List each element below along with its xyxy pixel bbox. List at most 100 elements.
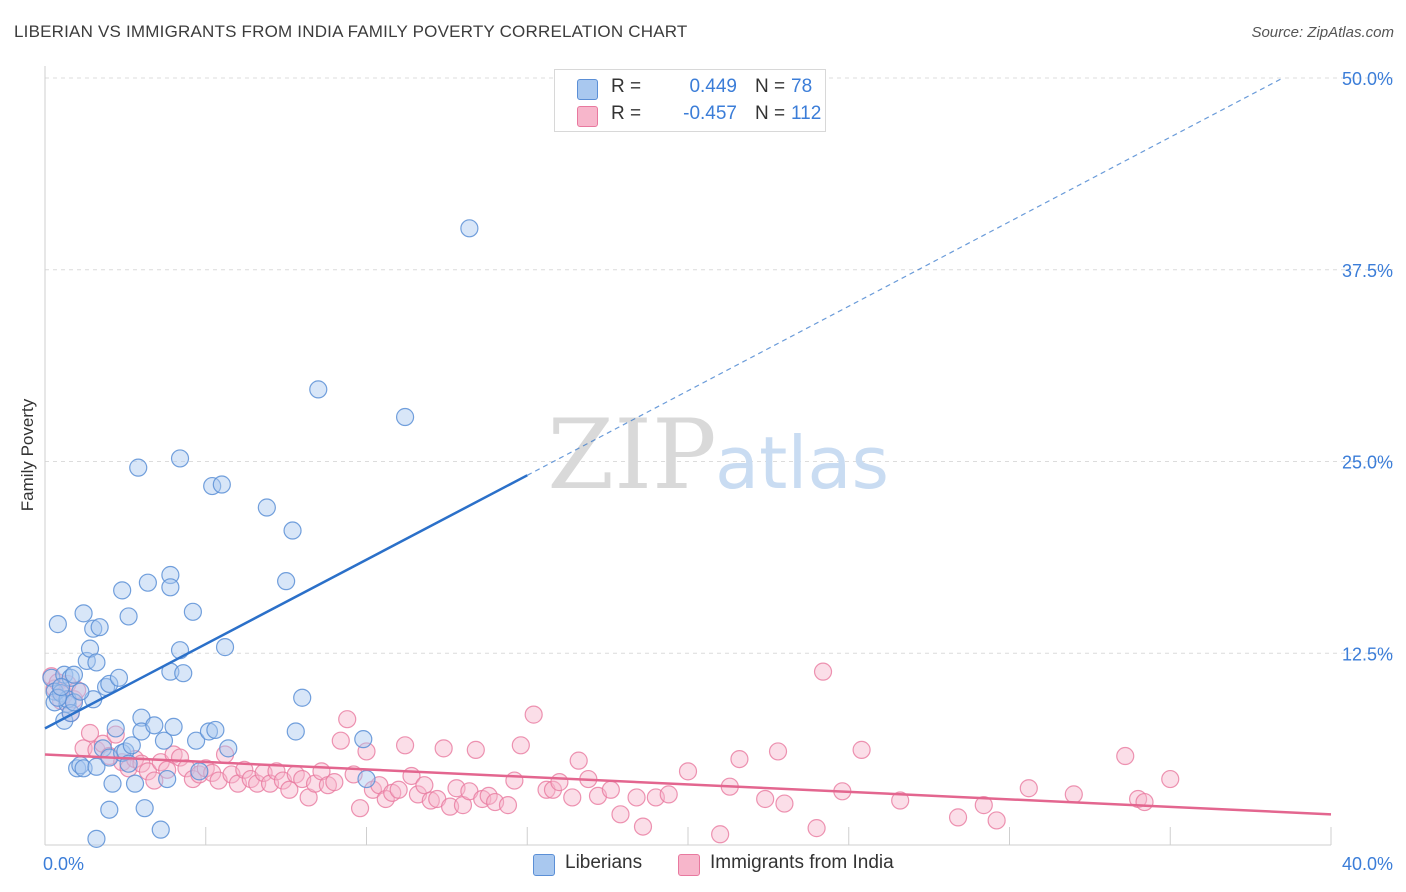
india-point bbox=[1019, 779, 1038, 798]
india-point bbox=[775, 794, 794, 813]
bottom-legend-label-india: Immigrants from India bbox=[710, 852, 894, 873]
liberian-point bbox=[206, 720, 225, 740]
india-point bbox=[601, 780, 620, 799]
legend-n-label: N = bbox=[755, 103, 786, 124]
liberian-point bbox=[309, 380, 328, 399]
chart-title: LIBERIAN VS IMMIGRANTS FROM INDIA FAMILY… bbox=[14, 22, 688, 41]
india-point bbox=[659, 785, 678, 804]
liberian-point bbox=[158, 769, 177, 789]
india-point bbox=[498, 796, 518, 815]
liberian-point bbox=[293, 688, 312, 707]
liberian-point bbox=[145, 716, 164, 735]
india-point bbox=[974, 796, 993, 815]
liberian-point bbox=[87, 757, 106, 776]
liberian-point bbox=[283, 521, 302, 540]
liberian-point bbox=[87, 829, 106, 848]
liberians-trendline-extension bbox=[526, 77, 1284, 476]
liberian-point bbox=[109, 668, 129, 687]
india-point bbox=[511, 736, 530, 755]
india-point bbox=[891, 791, 910, 810]
legend-r-value: 0.449 bbox=[689, 76, 737, 97]
india-point bbox=[768, 742, 788, 761]
liberian-point bbox=[106, 719, 125, 738]
liberian-point bbox=[215, 638, 235, 657]
india-point bbox=[756, 789, 775, 809]
india-point bbox=[633, 817, 653, 836]
india-point bbox=[711, 825, 730, 844]
liberian-point bbox=[277, 572, 296, 591]
legend-n-label: N = bbox=[755, 76, 786, 97]
india-point bbox=[627, 788, 646, 807]
liberian-point bbox=[460, 219, 479, 238]
india-point bbox=[280, 780, 299, 799]
india-point bbox=[466, 740, 485, 759]
liberian-point bbox=[151, 820, 170, 839]
india-point bbox=[807, 819, 826, 838]
india-point bbox=[505, 771, 524, 790]
liberian-point bbox=[125, 774, 145, 793]
liberian-point bbox=[129, 458, 148, 477]
legend-n-value: 78 bbox=[791, 76, 813, 97]
india-point bbox=[1116, 746, 1135, 766]
liberian-point bbox=[212, 475, 231, 494]
correlation-legend: R = 0.449 N = 78 R = -0.457 N = 112 bbox=[554, 69, 826, 132]
liberian-point bbox=[154, 731, 174, 750]
india-point bbox=[106, 725, 125, 744]
watermark-zip: ZIP bbox=[547, 399, 716, 511]
watermark: ZIP atlas bbox=[547, 399, 889, 511]
liberian-point bbox=[100, 800, 119, 819]
liberian-point bbox=[161, 578, 180, 597]
india-point bbox=[331, 731, 350, 750]
y-tick-label: 12.5% bbox=[1342, 644, 1393, 664]
bottom-legend-label-liberians: Liberians bbox=[565, 852, 643, 873]
source-label: Source: ZipAtlas.com bbox=[1251, 24, 1394, 41]
india-point bbox=[948, 808, 968, 827]
liberian-point bbox=[354, 730, 373, 749]
liberian-point bbox=[68, 759, 87, 778]
india-point bbox=[1161, 769, 1180, 789]
liberian-point bbox=[74, 604, 93, 623]
legend-n-value: 112 bbox=[791, 103, 822, 124]
india-point bbox=[550, 773, 569, 792]
india-point bbox=[389, 780, 408, 799]
series-india-points bbox=[42, 662, 1180, 844]
liberian-point bbox=[103, 774, 122, 793]
liberian-point bbox=[395, 407, 415, 427]
india-point bbox=[730, 749, 749, 769]
legend-swatch-liberians bbox=[577, 79, 598, 100]
liberian-point bbox=[219, 739, 238, 758]
liberian-point bbox=[174, 664, 193, 683]
liberian-point bbox=[357, 769, 376, 789]
india-point bbox=[611, 805, 630, 824]
liberian-point bbox=[187, 731, 206, 750]
liberian-point bbox=[113, 581, 132, 600]
india-point bbox=[363, 780, 383, 799]
liberian-point bbox=[164, 717, 183, 736]
liberian-point bbox=[90, 618, 109, 637]
bottom-legend-swatch-india bbox=[678, 854, 700, 876]
india-point bbox=[235, 760, 254, 779]
y-tick-label: 37.5% bbox=[1342, 261, 1393, 281]
liberian-point bbox=[199, 722, 219, 741]
liberian-point bbox=[190, 762, 209, 781]
series-liberians-points bbox=[42, 219, 479, 848]
india-point bbox=[138, 762, 157, 781]
india-point bbox=[1135, 792, 1154, 812]
india-point bbox=[350, 799, 370, 818]
india-point bbox=[325, 773, 344, 792]
liberian-point bbox=[61, 668, 80, 687]
india-trendline bbox=[44, 753, 1332, 816]
liberian-point bbox=[100, 674, 119, 694]
liberian-point bbox=[135, 799, 154, 818]
legend-r-label: R = bbox=[611, 76, 642, 97]
liberian-point bbox=[183, 602, 202, 621]
liberian-point bbox=[84, 619, 103, 638]
india-point bbox=[248, 774, 267, 793]
axes bbox=[44, 66, 1332, 846]
liberian-point bbox=[138, 573, 157, 592]
india-point bbox=[563, 788, 582, 807]
india-point bbox=[1064, 785, 1083, 804]
india-point bbox=[434, 739, 453, 758]
liberian-point bbox=[48, 615, 67, 634]
liberian-point bbox=[170, 449, 190, 468]
